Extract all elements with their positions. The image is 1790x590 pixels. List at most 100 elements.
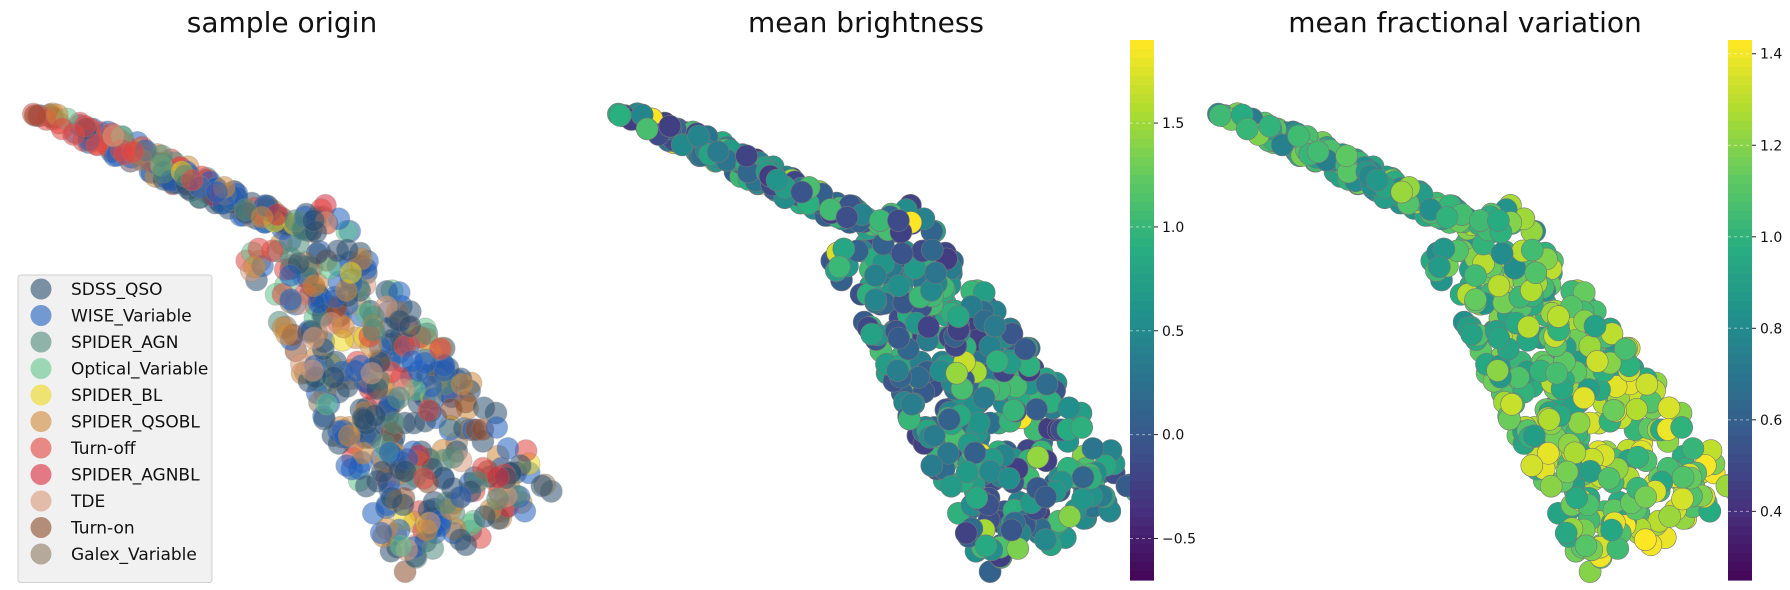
colorbar-segment [1728, 274, 1752, 284]
scatter-points [21, 102, 563, 584]
scatter-point [486, 465, 510, 489]
scatter-point [301, 359, 325, 383]
colorbar-tick-label: 0.6 [1760, 413, 1782, 429]
colorbar: 1.4 1.2 1.0 0.8 0.6 0.4 [1728, 40, 1782, 581]
scatter-point [963, 441, 987, 465]
colorbar-segment [1130, 319, 1154, 329]
scatter-point [886, 359, 909, 382]
scatter-point [417, 398, 441, 422]
legend-label: WISE_Variable [71, 307, 192, 327]
scatter-point [917, 315, 940, 339]
scatter-point [1034, 528, 1057, 552]
colorbar-segment [1130, 499, 1154, 509]
colorbar-segment [1728, 292, 1752, 302]
scatter-point [1523, 424, 1546, 448]
scatter-point [23, 104, 47, 127]
scatter-point [1287, 124, 1310, 148]
colorbar-segment [1728, 103, 1752, 113]
scatter-point [275, 322, 299, 346]
colorbar-segment [1130, 256, 1154, 266]
scatter-point [947, 305, 970, 328]
colorbar-segment [1728, 184, 1752, 194]
scatter-point [1547, 305, 1570, 328]
colorbar-segment [1728, 328, 1752, 338]
scatter-point [887, 274, 911, 298]
scatter-point [1539, 474, 1563, 498]
scatter-point [335, 238, 359, 262]
scatter-point [305, 242, 329, 265]
legend-marker [30, 517, 52, 538]
scatter-point [302, 274, 326, 298]
scatter-point [530, 474, 554, 498]
scatter-point [1490, 242, 1514, 265]
scatter-point [1460, 322, 1483, 346]
colorbar-segment [1728, 76, 1752, 86]
scatter-point [658, 114, 682, 138]
colorbar-segment [1130, 130, 1154, 140]
colorbar-segment [1728, 130, 1752, 140]
colorbar-tick-label: 0.4 [1760, 504, 1782, 520]
scatter-point [1486, 359, 1509, 382]
scatter-point [1602, 398, 1625, 422]
colorbar-segment [1130, 535, 1154, 545]
legend-box [17, 274, 213, 583]
colorbar-segment [1130, 463, 1154, 473]
scatter-point [985, 350, 1009, 373]
colorbar-segment [1130, 211, 1154, 221]
scatter-point [400, 349, 424, 373]
scatter-point [278, 264, 302, 287]
scatter-point [441, 445, 465, 469]
colorbar-segment [1728, 418, 1752, 428]
scatter-point [1517, 315, 1540, 339]
colorbar-segment [1728, 166, 1752, 176]
scatter-point [1464, 288, 1487, 311]
scatter-point [900, 392, 924, 416]
colorbar-segment [1130, 481, 1154, 491]
scatter-point [370, 460, 394, 484]
colorbar-segment [1728, 193, 1752, 203]
colorbar-segment [1130, 148, 1154, 158]
colorbar-tick-label: 1.0 [1760, 230, 1782, 246]
scatter-point [279, 288, 303, 312]
scatter-point [974, 534, 998, 558]
colorbar-segment [1130, 490, 1154, 500]
scatter-point [1058, 505, 1081, 528]
scatter-point [205, 180, 229, 204]
colorbar-segment [1728, 571, 1752, 581]
scatter-point [361, 305, 385, 329]
colorbar-segment [1130, 85, 1154, 95]
legend-marker [30, 305, 52, 326]
scatter-point [351, 441, 375, 465]
scatter-point [1671, 487, 1694, 511]
legend-marker [30, 384, 52, 406]
colorbar-segment [1728, 535, 1752, 545]
colorbar-segment [1728, 238, 1752, 248]
legend-label: Galex_Variable [71, 545, 197, 565]
scatter-point [765, 168, 789, 192]
colorbar-segment [1130, 409, 1154, 419]
colorbar-segment [1728, 472, 1752, 482]
scatter-point [1538, 408, 1561, 431]
colorbar-segment [1728, 526, 1752, 536]
scatter-point [687, 124, 710, 148]
colorbar-segment [1130, 166, 1154, 176]
colorbar-segment [1130, 544, 1154, 554]
scatter-point [972, 386, 996, 410]
scatter-point [997, 467, 1021, 490]
legend-marker [30, 437, 52, 459]
legend-label: Optical_Variable [71, 360, 208, 380]
colorbar-segment [1728, 544, 1752, 554]
colorbar-segment [1130, 94, 1154, 104]
colorbar-segment [1130, 202, 1154, 212]
colorbar-segment [1728, 400, 1752, 410]
scatter-point [864, 264, 887, 287]
colorbar-segment [1130, 571, 1154, 581]
colorbar-segment [1130, 49, 1154, 59]
scatter-point [887, 209, 910, 232]
scatter-point [378, 441, 402, 465]
colorbar-segment [1728, 283, 1752, 293]
scatter-point [1026, 445, 1050, 469]
legend-marker [30, 278, 52, 300]
colorbar-segment [1130, 355, 1154, 365]
